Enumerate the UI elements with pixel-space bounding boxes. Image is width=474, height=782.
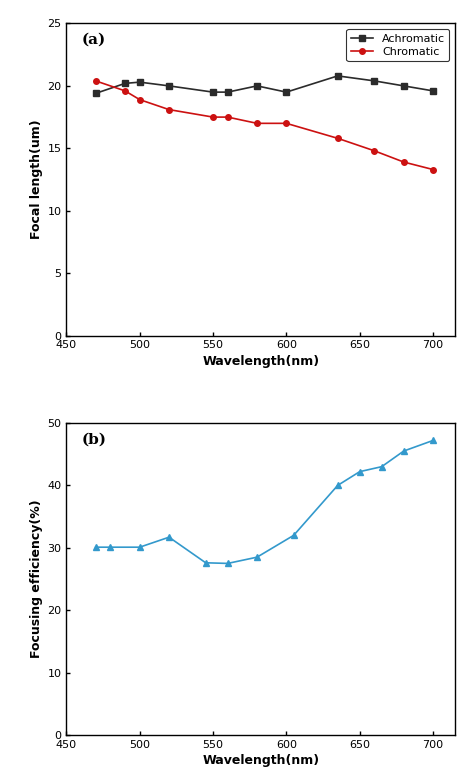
Line: Chromatic: Chromatic	[93, 78, 436, 172]
Chromatic	[137, 95, 143, 104]
Chromatic	[335, 134, 340, 143]
Chromatic	[93, 76, 99, 85]
Chromatic	[401, 157, 407, 167]
Achromatic	[372, 76, 377, 85]
Achromatic	[283, 88, 289, 97]
Legend: Achromatic, Chromatic: Achromatic, Chromatic	[346, 29, 449, 62]
Y-axis label: Focal length(um): Focal length(um)	[30, 120, 43, 239]
Achromatic	[430, 86, 436, 95]
Achromatic	[335, 71, 340, 81]
Achromatic	[401, 81, 407, 91]
Chromatic	[122, 86, 128, 95]
Chromatic	[225, 113, 230, 122]
Achromatic	[137, 77, 143, 87]
Achromatic	[254, 81, 260, 91]
Achromatic	[225, 88, 230, 97]
Line: Achromatic: Achromatic	[93, 74, 436, 96]
Achromatic	[122, 79, 128, 88]
Achromatic	[210, 88, 216, 97]
Achromatic	[93, 88, 99, 98]
Chromatic	[283, 119, 289, 128]
Achromatic	[166, 81, 172, 91]
Chromatic	[166, 105, 172, 114]
X-axis label: Wavelength(nm): Wavelength(nm)	[202, 354, 319, 368]
Text: (b): (b)	[82, 432, 107, 447]
Y-axis label: Focusing efficiency(%): Focusing efficiency(%)	[30, 500, 43, 658]
Text: (a): (a)	[82, 33, 106, 47]
Chromatic	[372, 146, 377, 156]
Chromatic	[210, 113, 216, 122]
Chromatic	[254, 119, 260, 128]
X-axis label: Wavelength(nm): Wavelength(nm)	[202, 754, 319, 767]
Chromatic	[430, 165, 436, 174]
